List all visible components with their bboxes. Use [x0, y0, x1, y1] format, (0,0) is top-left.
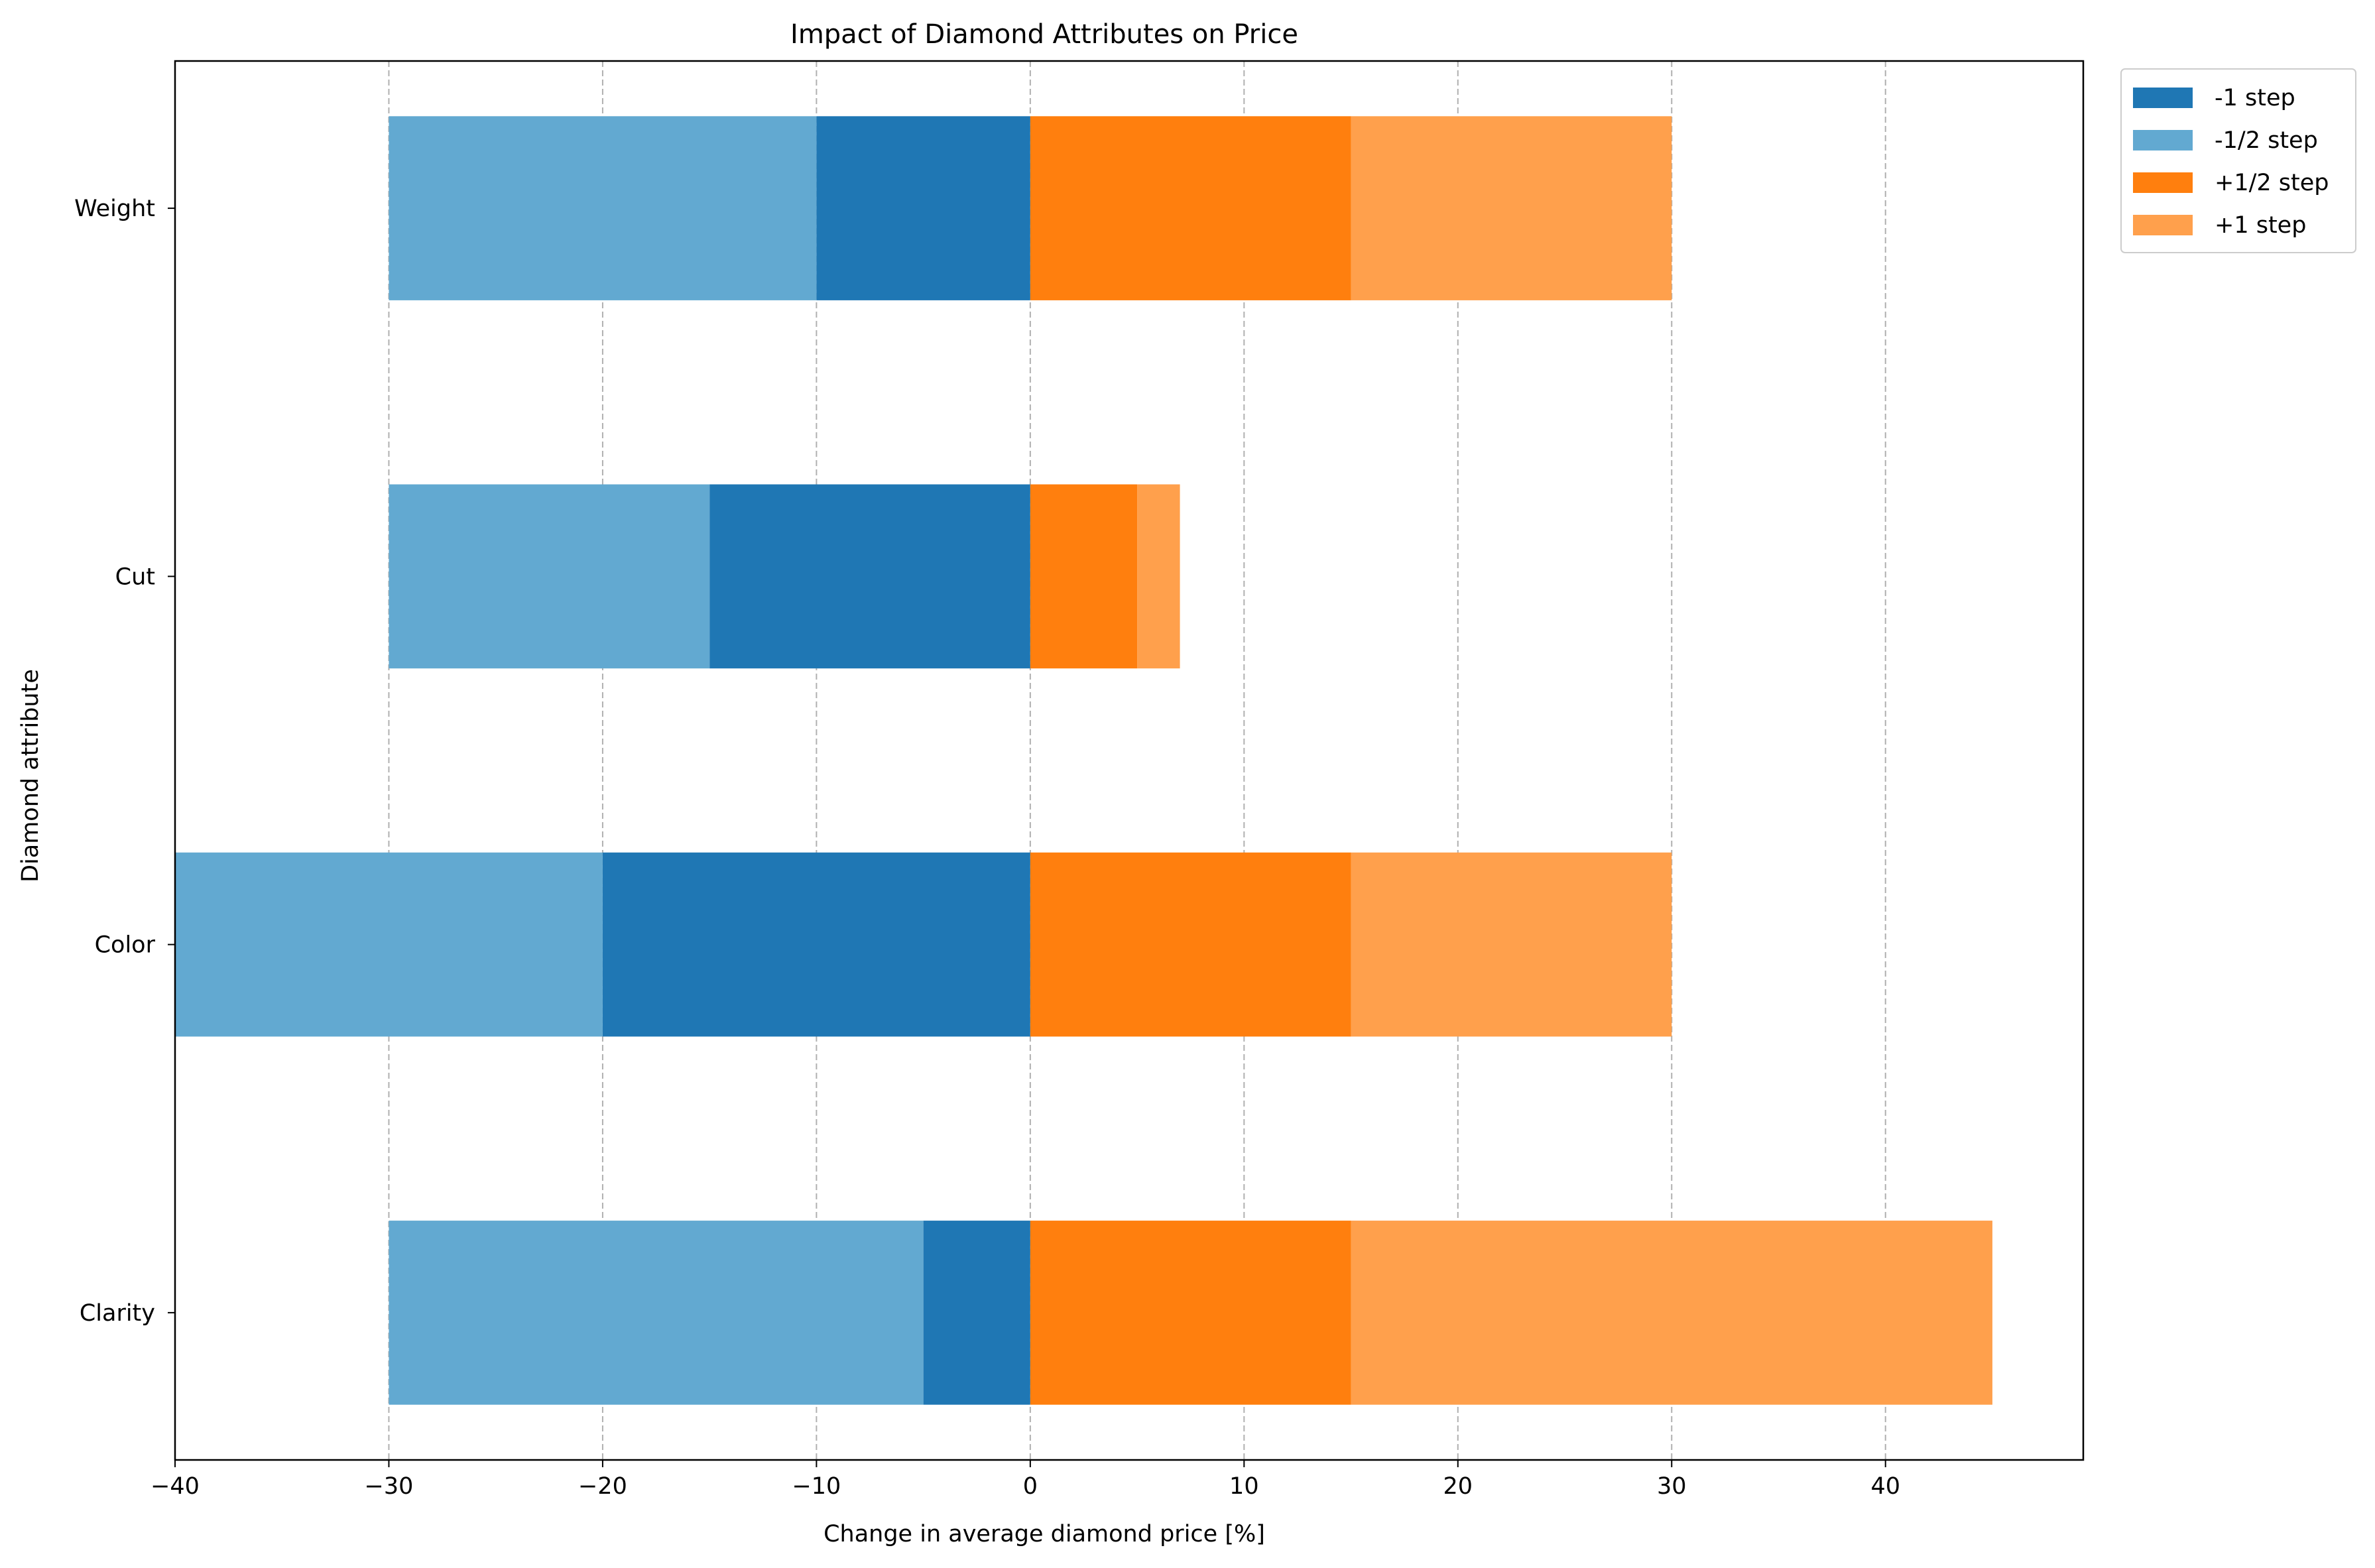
legend-swatch	[2133, 88, 2193, 108]
x-tick-label: −30	[365, 1473, 414, 1500]
bar-segment	[1030, 484, 1138, 669]
bar-segment	[1351, 1221, 1992, 1405]
x-tick-label: −40	[151, 1473, 200, 1500]
bar-segment	[1351, 116, 1672, 300]
y-tick-label: Cut	[115, 564, 155, 590]
x-tick-label: 40	[1870, 1473, 1900, 1500]
bar-segment	[1137, 484, 1180, 669]
bar-segment	[389, 1221, 924, 1405]
chart-title: Impact of Diamond Attributes on Price	[790, 19, 1298, 50]
legend-label: +1/2 step	[2215, 170, 2329, 196]
y-tick-label: Weight	[74, 196, 155, 222]
bar-segment	[1030, 1221, 1351, 1405]
x-tick-label: 0	[1023, 1473, 1038, 1500]
x-tick-label: −20	[578, 1473, 627, 1500]
legend-label: +1 step	[2215, 212, 2306, 239]
bar-segment	[389, 484, 710, 669]
plot-frame	[174, 60, 2085, 1461]
bar-segment	[602, 852, 1030, 1037]
legend: -1 step -1/2 step +1/2 step +1 step	[2120, 68, 2356, 253]
bar-segment	[709, 484, 1030, 669]
bar-segment	[1351, 852, 1672, 1037]
y-tick-label: Color	[95, 932, 156, 959]
y-axis: Clarity Color Cut Weight	[74, 196, 175, 1327]
y-tick-label: Clarity	[80, 1300, 155, 1327]
bar-segment	[816, 116, 1030, 300]
legend-swatch	[2133, 172, 2193, 193]
x-tick-label: 20	[1443, 1473, 1473, 1500]
bar-segment	[1030, 852, 1351, 1037]
legend-swatch	[2133, 130, 2193, 151]
x-axis: −40 −30 −20 −10 0 10 20 30 40	[151, 1460, 1900, 1500]
bar-segment	[389, 116, 817, 300]
x-tick-label: −10	[792, 1473, 841, 1500]
y-axis-label: Diamond attribute	[17, 669, 44, 882]
x-tick-label: 10	[1229, 1473, 1259, 1500]
bar-segment	[923, 1221, 1030, 1405]
x-tick-label: 30	[1657, 1473, 1687, 1500]
legend-box	[2120, 68, 2356, 253]
legend-label: -1 step	[2215, 85, 2295, 111]
bar-segment	[1030, 116, 1351, 300]
legend-label: -1/2 step	[2215, 127, 2318, 154]
bar-segment	[175, 852, 603, 1037]
x-axis-label: Change in average diamond price [%]	[823, 1521, 1265, 1547]
legend-swatch	[2133, 215, 2193, 235]
bars	[175, 116, 1992, 1405]
